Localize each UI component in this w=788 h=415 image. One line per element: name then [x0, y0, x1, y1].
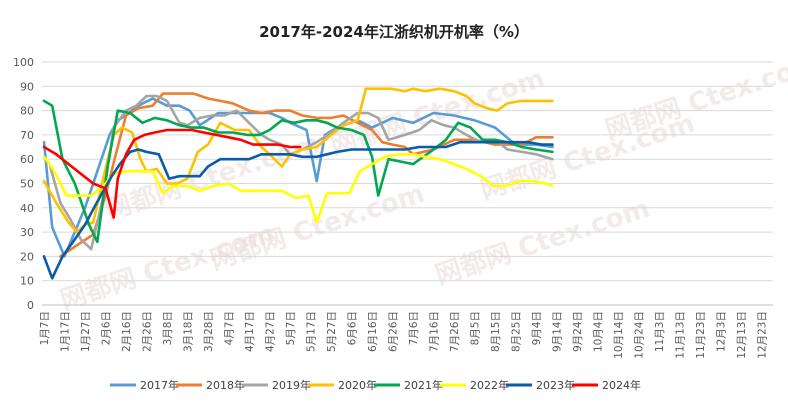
x-tick-label: 4月27日 — [265, 311, 277, 352]
x-tick-label: 6月6日 — [347, 311, 359, 345]
series-line-5 — [42, 99, 554, 244]
x-tick-label: 11月23日 — [695, 311, 707, 359]
series-line-6 — [42, 153, 554, 224]
x-tick-label: 3月28日 — [203, 311, 215, 352]
x-tick-label: 4月7日 — [224, 311, 236, 345]
x-tick-label: 6月26日 — [388, 311, 400, 352]
x-tick-label: 8月5日 — [470, 311, 482, 345]
y-tick-label: 20 — [20, 250, 34, 263]
x-tick-label: 3月8日 — [162, 311, 174, 345]
legend-label: 2022年 — [470, 378, 509, 392]
x-tick-label: 6月16日 — [367, 311, 379, 352]
x-tick-label: 1月17日 — [60, 311, 72, 352]
y-tick-label: 90 — [20, 80, 34, 93]
legend: 2017年 2018年 2019年 2020年 2021年 2022年 2023年 2024年 — [110, 378, 641, 392]
series-lines — [42, 87, 554, 280]
x-tick-label: 12月23日 — [757, 311, 769, 359]
x-tick-label: 12月3日 — [716, 311, 728, 352]
y-tick-label: 0 — [27, 299, 34, 312]
series-line-4 — [42, 87, 554, 234]
x-tick-label: 7月26日 — [449, 311, 461, 352]
series-line-2 — [59, 92, 554, 258]
x-tick-label: 1月7日 — [39, 311, 51, 345]
x-tick-label: 7月16日 — [429, 311, 441, 352]
y-tick-label: 70 — [20, 129, 34, 142]
legend-label: 2017年 — [140, 378, 179, 392]
x-tick-label: 8月15日 — [490, 311, 502, 352]
series-line-7 — [42, 140, 554, 280]
x-tick-label: 5月7日 — [285, 311, 297, 345]
x-tick-label: 11月3日 — [654, 311, 666, 352]
y-tick-label: 60 — [20, 153, 34, 166]
x-tick-label: 1月27日 — [80, 311, 92, 352]
x-tick-label: 9月24日 — [572, 311, 584, 352]
x-tick-label: 12月13日 — [736, 311, 748, 359]
y-tick-label: 10 — [20, 275, 34, 288]
legend-label: 2020年 — [338, 378, 377, 392]
legend-label: 2021年 — [404, 378, 443, 392]
y-tick-label: 100 — [13, 56, 34, 69]
y-tick-label: 50 — [20, 178, 34, 191]
x-tick-label: 10月14日 — [613, 311, 625, 359]
legend-label: 2024年 — [602, 378, 641, 392]
x-tick-label: 3月18日 — [183, 311, 195, 352]
y-axis: 0 10 20 30 40 50 60 70 80 90 100 — [13, 56, 34, 312]
x-tick-label: 11月13日 — [675, 311, 687, 359]
y-tick-label: 30 — [20, 226, 34, 239]
x-axis: 1月7日 1月17日 1月27日 2月6日 2月16日 2月26日 3月8日 3月18日 3月2… — [39, 304, 773, 359]
x-tick-label: 4月17日 — [244, 311, 256, 352]
x-tick-label: 2月26日 — [142, 311, 154, 352]
y-tick-label: 80 — [20, 105, 34, 118]
y-tick-label: 40 — [20, 202, 34, 215]
chart-title: 2017年-2024年江浙织机开机率（%） — [259, 23, 529, 41]
x-tick-label: 2月6日 — [101, 311, 113, 345]
x-tick-label: 2月16日 — [121, 311, 133, 352]
x-tick-label: 5月17日 — [306, 311, 318, 352]
legend-label: 2018年 — [206, 378, 245, 392]
x-tick-label: 9月4日 — [531, 311, 543, 345]
x-tick-label: 8月25日 — [511, 311, 523, 352]
x-tick-label: 10月24日 — [634, 311, 646, 359]
series-line-8 — [42, 128, 302, 219]
x-tick-label: 9月14日 — [552, 311, 564, 352]
x-tick-label: 5月27日 — [326, 311, 338, 352]
x-tick-label: 7月6日 — [408, 311, 420, 345]
legend-label: 2019年 — [272, 378, 311, 392]
x-tick-label: 10月4日 — [593, 311, 605, 352]
legend-label: 2023年 — [536, 378, 575, 392]
